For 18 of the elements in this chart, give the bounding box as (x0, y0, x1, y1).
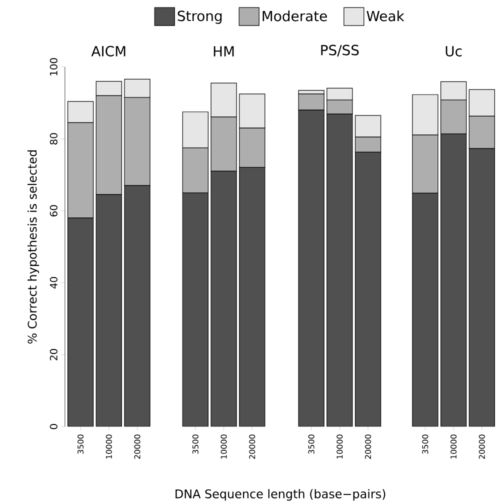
chart-title: PS/SS (320, 44, 358, 56)
legend-label: Strong (178, 10, 222, 24)
legend-label: Weak (366, 10, 404, 22)
legend-label: Moderate (262, 10, 327, 22)
y-tick-label: 80 (50, 133, 58, 145)
y-tick-label: 20 (50, 348, 58, 360)
y-tick-label: 60 (50, 205, 58, 216)
chart-title: Uc (446, 46, 462, 56)
y-tick-label: 40 (50, 277, 58, 289)
chart-title: AICM (91, 46, 125, 56)
bar (298, 110, 324, 427)
x-axis-title: DNA Sequence length (base−pairs) (175, 489, 385, 501)
bar (326, 114, 352, 427)
chart-title: HM (214, 46, 234, 56)
y-axis-title: % Correct hypothesis is selected (27, 150, 39, 344)
y-tick-label: 100 (50, 58, 58, 76)
bar (354, 152, 381, 427)
y-tick-label: 0 (50, 424, 58, 430)
